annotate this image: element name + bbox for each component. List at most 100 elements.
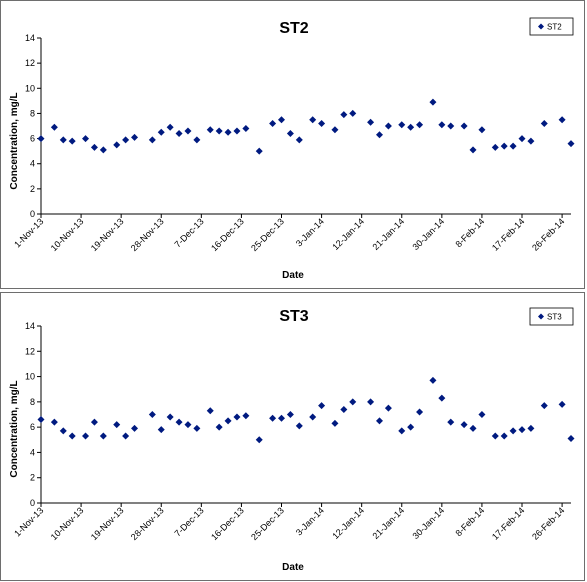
data-point xyxy=(224,128,232,136)
data-point xyxy=(157,128,165,136)
data-point xyxy=(242,412,250,420)
x-tick-label: 7-Dec-13 xyxy=(173,216,206,249)
data-point xyxy=(286,130,294,138)
x-tick-label: 17-Feb-14 xyxy=(490,216,526,252)
data-point xyxy=(509,142,517,150)
x-tick-label: 3-Jan-14 xyxy=(294,216,326,248)
y-tick-label: 4 xyxy=(30,159,35,169)
data-point xyxy=(215,127,223,135)
data-point xyxy=(122,432,130,440)
data-point xyxy=(384,404,392,412)
y-tick-label: 6 xyxy=(30,422,35,432)
x-tick-label: 10-Nov-13 xyxy=(49,216,86,253)
data-point xyxy=(331,419,339,427)
data-point xyxy=(407,423,415,431)
data-point xyxy=(429,376,437,384)
y-tick-label: 2 xyxy=(30,473,35,483)
data-point xyxy=(50,123,58,131)
data-point xyxy=(68,137,76,145)
legend-label: ST3 xyxy=(547,313,562,322)
legend-marker xyxy=(538,313,544,320)
x-tick-label: 12-Jan-14 xyxy=(330,216,366,252)
x-tick-label: 10-Nov-13 xyxy=(49,505,86,542)
y-tick-label: 4 xyxy=(30,447,35,457)
data-point xyxy=(349,109,357,117)
data-point xyxy=(558,400,566,408)
data-point xyxy=(175,130,183,138)
y-tick-label: 0 xyxy=(30,209,35,219)
data-point xyxy=(318,402,326,410)
data-point xyxy=(278,414,286,422)
data-point xyxy=(224,417,232,425)
legend: ST2 xyxy=(529,17,574,36)
data-point xyxy=(233,413,241,421)
data-point xyxy=(398,427,406,435)
legend-label: ST2 xyxy=(547,23,562,32)
data-point xyxy=(59,427,67,435)
x-axis-label: Date xyxy=(282,562,304,573)
data-point xyxy=(148,411,156,418)
x-tick-label: 21-Jan-14 xyxy=(370,505,406,541)
data-point xyxy=(215,423,223,431)
x-tick-label: 12-Jan-14 xyxy=(330,505,366,541)
x-tick-label: 30-Jan-14 xyxy=(411,505,447,541)
x-tick-label: 25-Dec-13 xyxy=(249,505,286,542)
y-tick-label: 14 xyxy=(25,321,35,331)
data-point xyxy=(527,424,535,432)
data-point xyxy=(50,418,58,426)
x-tick-label: 8-Feb-14 xyxy=(453,505,486,538)
data-point xyxy=(255,147,263,155)
data-point xyxy=(416,408,424,416)
chart-st2-svg: ST2 Concentration, mg/L Date ST2 0 2 4 6 8 10… xyxy=(9,17,575,281)
y-tick-label: 12 xyxy=(25,58,35,68)
legend-box xyxy=(529,17,574,36)
data-point xyxy=(233,127,241,135)
x-tick-label: 26-Feb-14 xyxy=(530,216,566,252)
x-tick-label: 19-Nov-13 xyxy=(89,216,126,253)
data-point xyxy=(206,126,214,134)
data-point xyxy=(407,123,415,131)
y-tick-label: 14 xyxy=(25,33,35,43)
x-tick-label: 30-Jan-14 xyxy=(411,216,447,252)
data-point xyxy=(375,417,383,425)
data-point xyxy=(175,418,183,426)
data-point xyxy=(148,136,156,144)
data-point xyxy=(37,416,45,424)
data-point xyxy=(269,119,277,127)
x-tick-label: 28-Nov-13 xyxy=(129,505,166,542)
data-point xyxy=(206,407,214,415)
data-point xyxy=(82,432,90,440)
data-point xyxy=(309,116,317,124)
data-point xyxy=(295,136,303,144)
data-point xyxy=(340,111,348,119)
data-point xyxy=(367,398,375,406)
data-point xyxy=(518,135,526,143)
y-tick-label: 10 xyxy=(25,372,35,382)
data-point xyxy=(309,413,317,421)
data-point xyxy=(460,122,468,130)
legend-marker xyxy=(538,23,544,30)
data-point xyxy=(184,127,192,135)
data-point xyxy=(491,143,499,151)
x-tick-label: 16-Dec-13 xyxy=(209,216,246,253)
data-point xyxy=(375,131,383,139)
y-tick-label: 6 xyxy=(30,134,35,144)
x-tick-label: 3-Jan-14 xyxy=(294,505,326,537)
x-tick-label: 26-Feb-14 xyxy=(530,505,566,541)
data-point xyxy=(567,435,575,443)
data-point xyxy=(37,135,45,143)
x-tick-label: 21-Jan-14 xyxy=(370,216,406,252)
data-point xyxy=(567,140,575,148)
x-tick-label: 16-Dec-13 xyxy=(209,505,246,542)
chart-title: ST2 xyxy=(279,20,308,37)
data-point xyxy=(193,424,201,432)
data-point xyxy=(184,421,192,429)
data-point xyxy=(540,402,548,410)
data-point xyxy=(90,143,98,151)
data-point xyxy=(331,126,339,134)
data-point xyxy=(286,411,294,418)
data-point xyxy=(68,432,76,440)
data-point xyxy=(438,121,446,129)
data-point xyxy=(518,426,526,434)
x-tick-label: 7-Dec-13 xyxy=(173,505,206,538)
